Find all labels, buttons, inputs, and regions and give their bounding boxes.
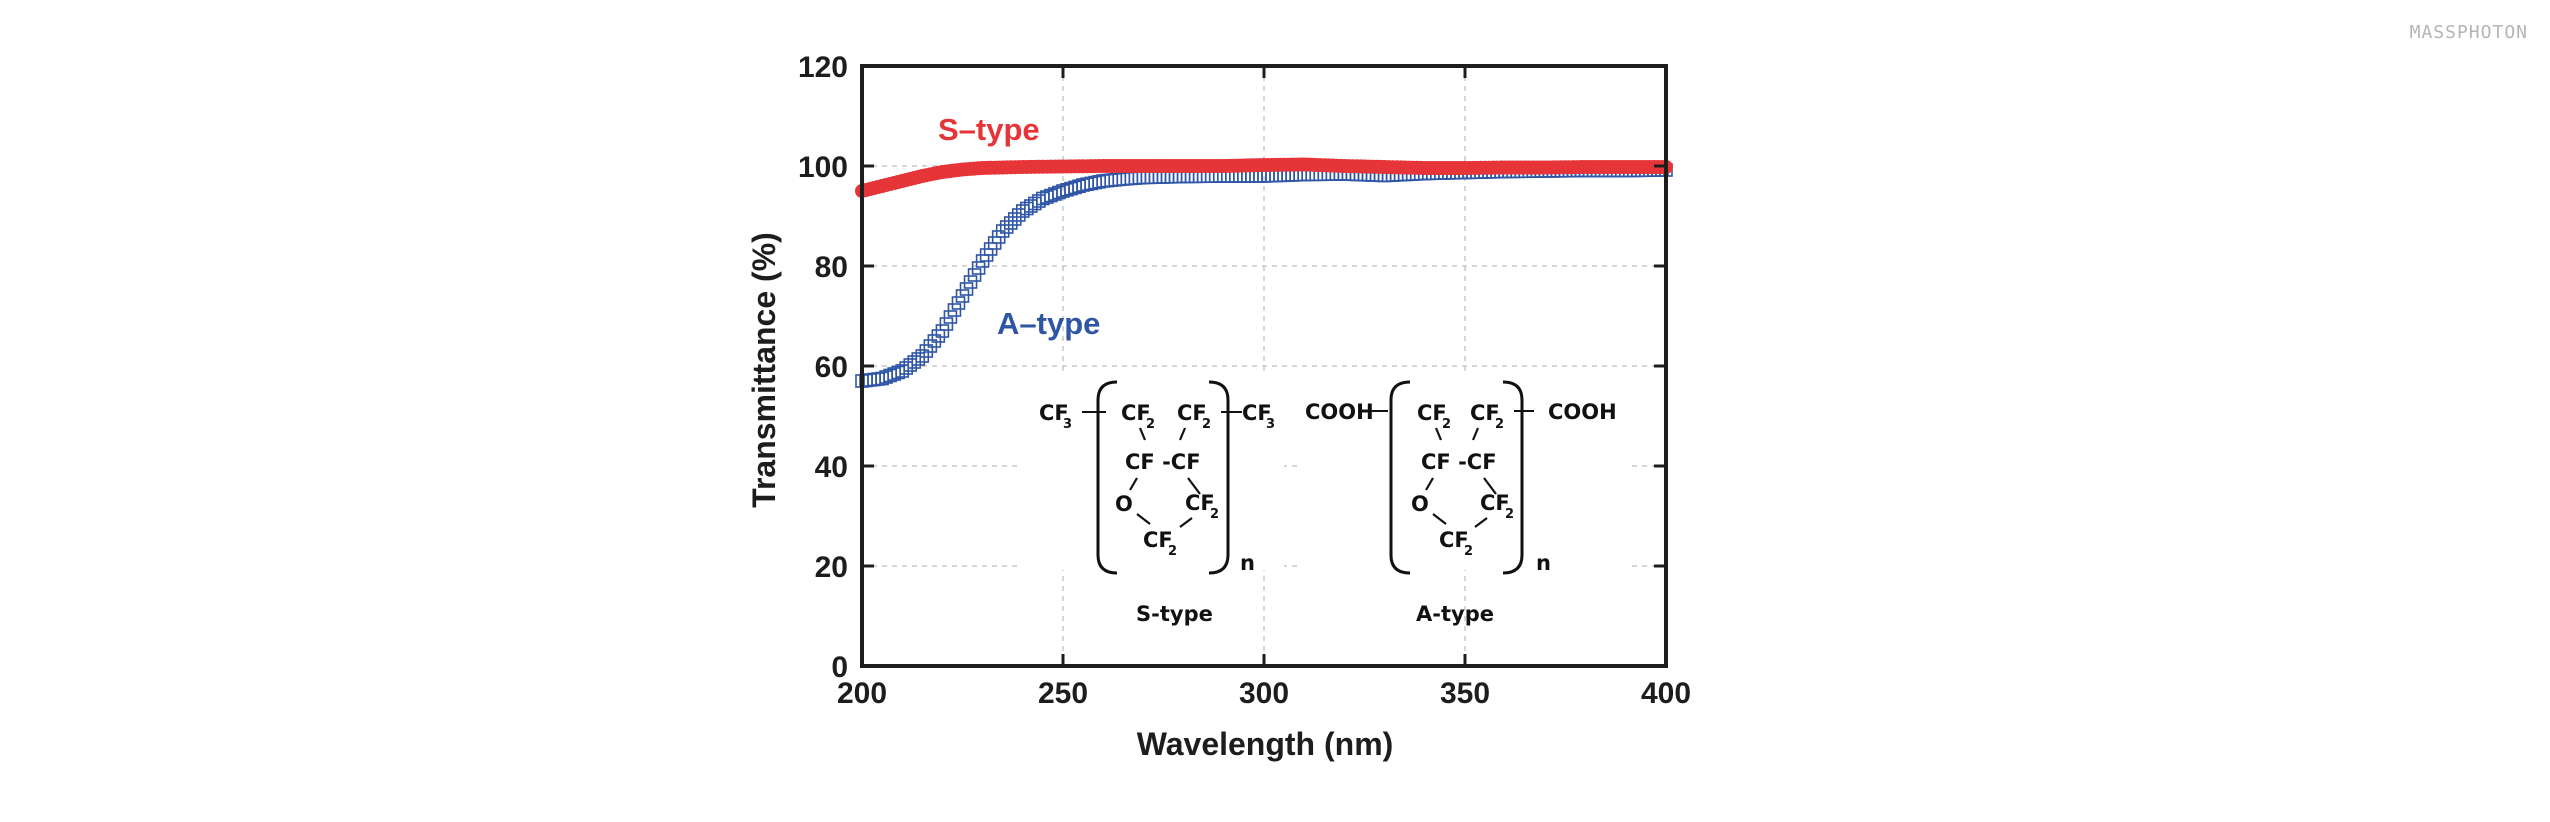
svg-text:2: 2	[1210, 507, 1219, 522]
a-type-point	[959, 282, 974, 296]
y-tick-label: 20	[815, 551, 848, 584]
a-end-left: COOH	[1305, 400, 1374, 424]
svg-text:2: 2	[1202, 417, 1211, 432]
svg-text:2: 2	[1146, 417, 1155, 432]
s-type-structure-label: S-type	[1136, 602, 1213, 626]
svg-text:2: 2	[1464, 544, 1473, 559]
a-type-point	[923, 339, 938, 353]
a-type-point	[1112, 172, 1127, 187]
svg-text:CF -CF: CF -CF	[1421, 450, 1497, 474]
svg-text:3: 3	[1063, 417, 1072, 432]
svg-text:CF: CF	[1177, 401, 1207, 425]
a-type-structure-label: A-type	[1416, 602, 1494, 626]
a-type-point	[927, 334, 942, 348]
svg-text:O: O	[1115, 492, 1133, 516]
a-type-point	[951, 296, 966, 310]
a-type-point	[931, 329, 946, 343]
x-tick-label: 300	[1239, 677, 1289, 710]
y-tick-label: 60	[815, 351, 848, 384]
a-type-point	[1120, 171, 1135, 186]
y-tick-label: 0	[831, 651, 848, 684]
a-type-point	[999, 220, 1014, 234]
a-type-point	[1104, 173, 1119, 187]
svg-text:3: 3	[1266, 417, 1275, 432]
x-tick-label: 400	[1641, 677, 1691, 710]
grid-lines	[862, 66, 1666, 666]
svg-text:CF: CF	[1470, 401, 1500, 425]
a-type-point	[1024, 199, 1038, 213]
x-tick-label: 350	[1440, 677, 1490, 710]
a-type-point	[1140, 170, 1155, 185]
a-type-point	[967, 268, 982, 282]
svg-text:n: n	[1240, 551, 1255, 575]
a-type-point	[919, 344, 934, 358]
a-type-point	[1136, 170, 1151, 185]
y-tick-label: 100	[798, 151, 848, 184]
a-type-point	[1132, 171, 1147, 185]
a-type-point	[891, 365, 905, 380]
svg-text:CF: CF	[1439, 528, 1469, 552]
a-type-point	[1020, 201, 1034, 216]
a-type-structure: COOH CF 2 CF 2 CF -CF O CF 2 CF 2 COOH n…	[1300, 372, 1630, 626]
svg-text:CF: CF	[1121, 401, 1151, 425]
axis-ticks: 200 250 300 350 400 0 20 40 60 80 100 120	[798, 51, 1691, 710]
svg-text:2: 2	[1168, 544, 1177, 559]
svg-text:O: O	[1411, 492, 1429, 516]
svg-text:CF: CF	[1143, 528, 1173, 552]
a-type-point	[1108, 173, 1123, 187]
a-type-point	[1007, 212, 1022, 226]
a-type-point	[1144, 170, 1159, 185]
a-type-point	[935, 324, 950, 338]
a-type-point	[971, 261, 986, 275]
a-type-point	[1124, 171, 1139, 186]
a-type-point	[1128, 171, 1143, 185]
svg-text:CF: CF	[1185, 491, 1215, 515]
x-tick-label: 200	[837, 677, 887, 710]
svg-text:n: n	[1536, 551, 1551, 575]
svg-text:CF -CF: CF -CF	[1125, 450, 1201, 474]
svg-text:2: 2	[1495, 417, 1504, 432]
a-type-point	[955, 289, 970, 303]
y-axis-title: Transmittance (%)	[746, 232, 782, 508]
y-tick-label: 80	[815, 251, 848, 284]
a-type-point	[1003, 216, 1018, 230]
s-type-structure: CF 3 CF 2 CF 2 CF -CF O CF 2 CF 2 CF 3 n…	[1022, 372, 1284, 626]
a-type-point	[1015, 204, 1030, 218]
a-type-point	[947, 303, 962, 317]
y-tick-label: 120	[798, 51, 848, 84]
svg-text:2: 2	[1442, 417, 1451, 432]
watermark: MASSPHOTON	[2409, 22, 2528, 43]
svg-text:CF: CF	[1242, 401, 1272, 425]
x-axis-title: Wavelength (nm)	[1137, 726, 1394, 762]
s-end-left: CF	[1039, 401, 1069, 425]
series-label-a-type: A–type	[997, 306, 1100, 341]
a-type-point	[939, 317, 954, 331]
y-tick-label: 40	[815, 451, 848, 484]
a-type-point	[1116, 172, 1131, 186]
a-type-point	[915, 349, 930, 363]
svg-text:CF: CF	[1417, 401, 1447, 425]
a-type-point	[911, 352, 926, 366]
a-type-point	[943, 310, 958, 324]
svg-text:CF: CF	[1480, 491, 1510, 515]
svg-text:2: 2	[1505, 507, 1514, 522]
x-tick-label: 250	[1038, 677, 1088, 710]
a-type-point	[963, 275, 978, 289]
a-type-point	[995, 224, 1010, 238]
svg-text:COOH: COOH	[1548, 400, 1617, 424]
series-label-s-type: S–type	[938, 112, 1040, 147]
